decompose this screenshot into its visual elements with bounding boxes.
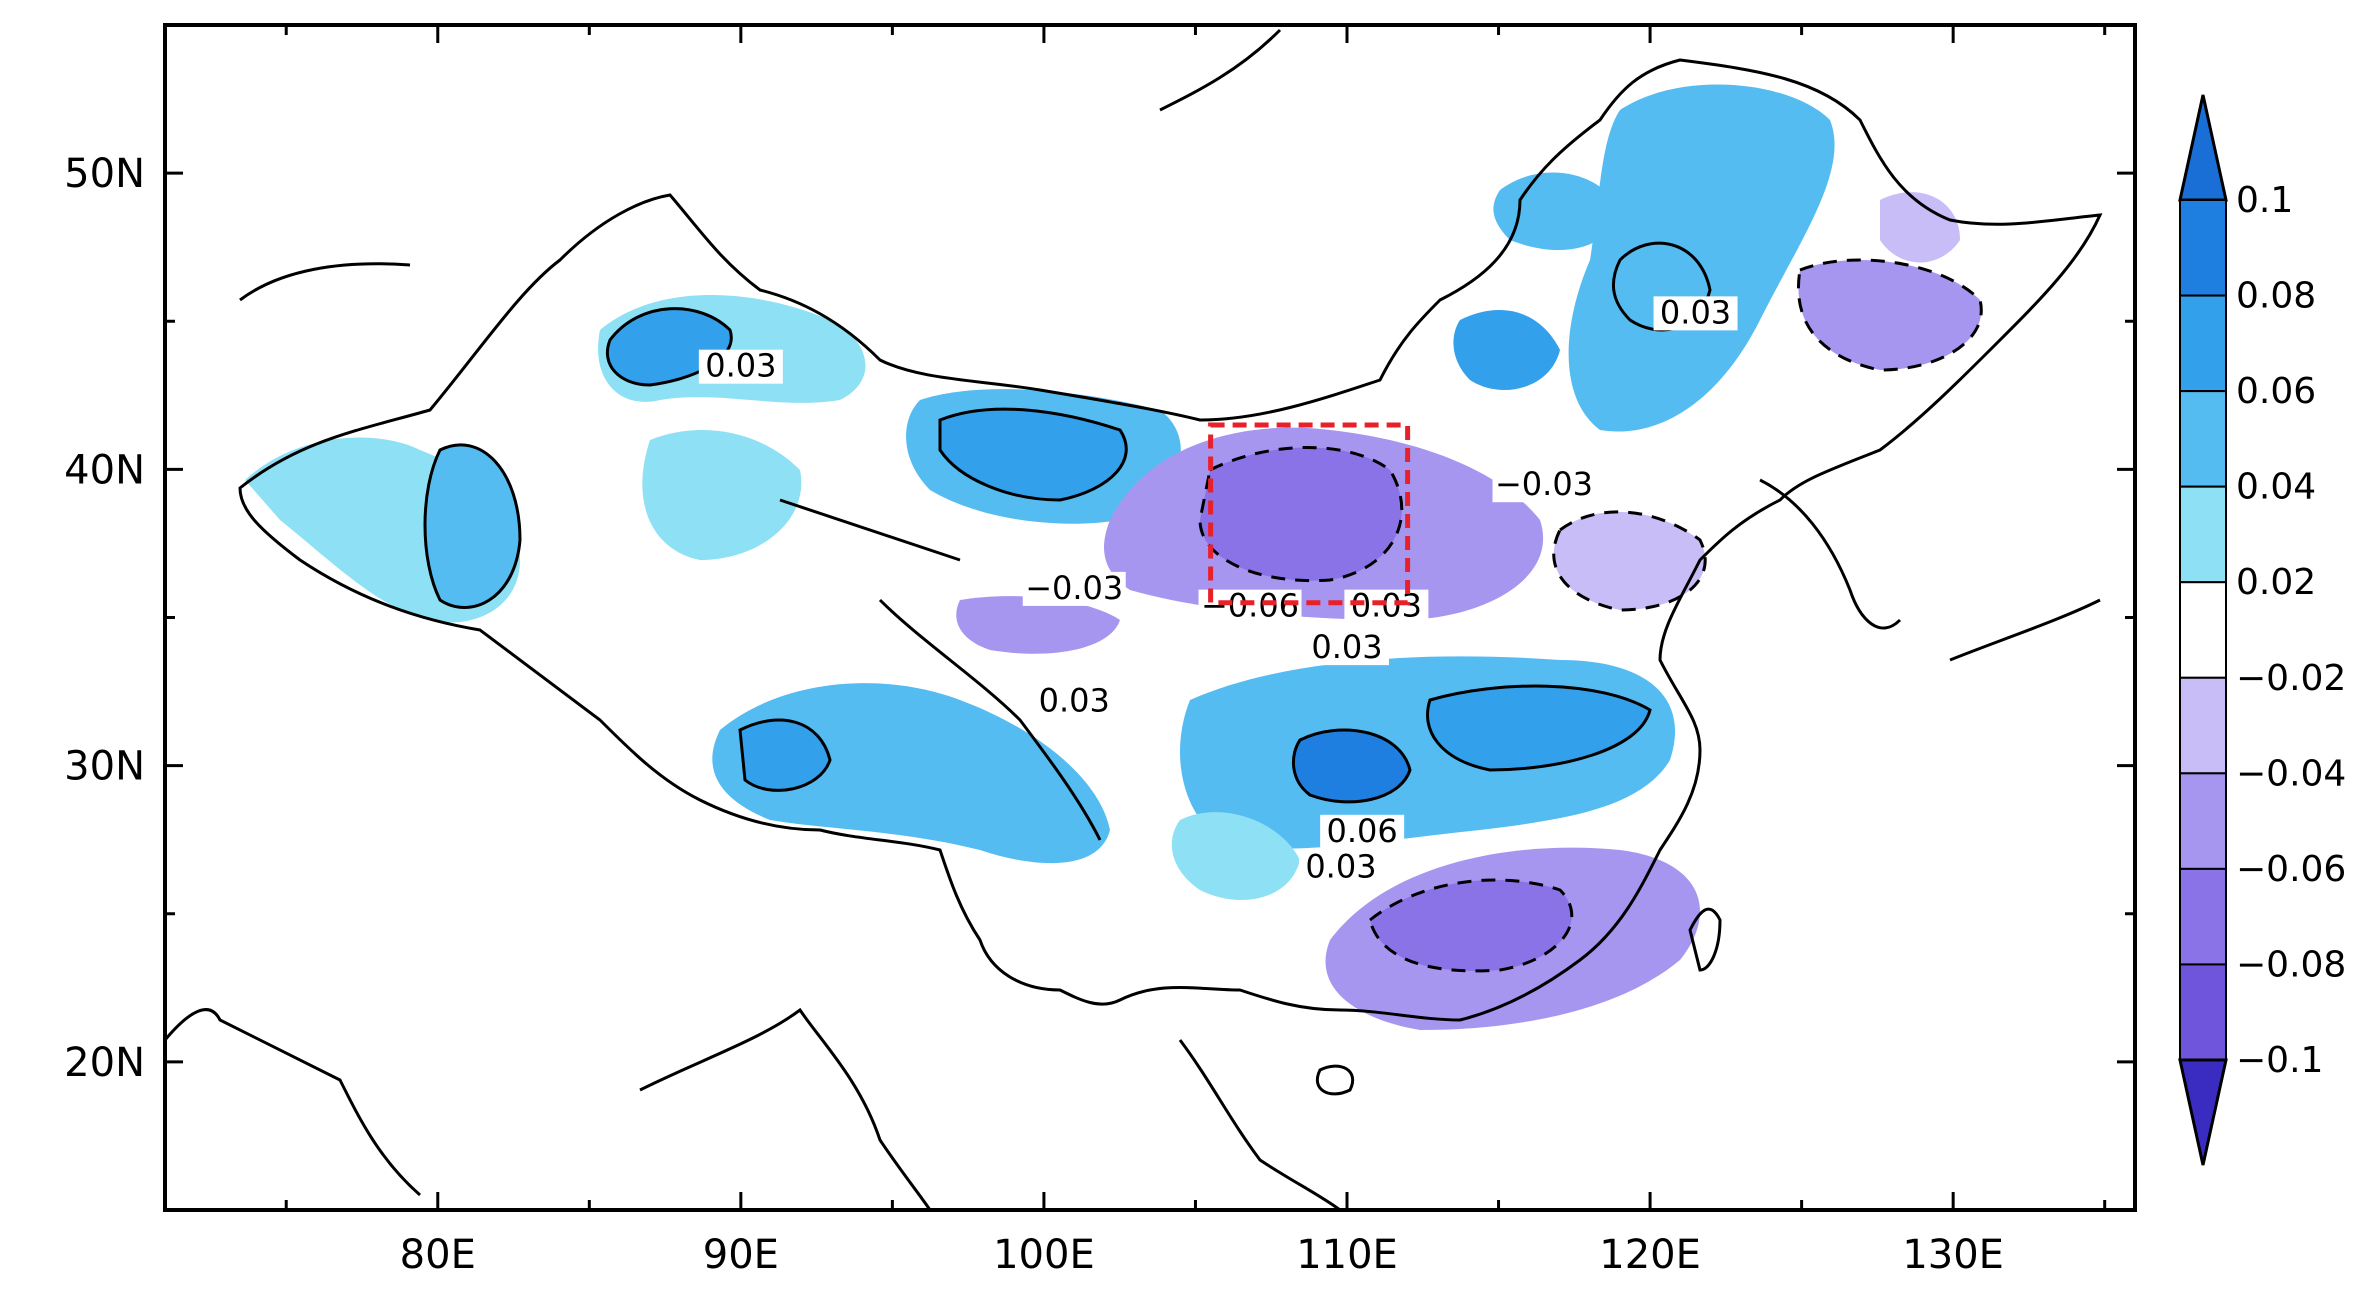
lat-tick-label: 30N — [64, 744, 145, 790]
latitude-labels: 50N 40N 30N 20N — [64, 151, 145, 1086]
negative-contour — [1198, 446, 1404, 583]
colorbar-swatch — [2179, 485, 2227, 584]
contour-label: 0.03 — [1305, 847, 1376, 885]
colorbar-label: −0.02 — [2236, 658, 2346, 699]
positive-contour — [1426, 684, 1652, 772]
negative-anomaly-region — [1798, 260, 1982, 370]
contour-label-background — [1344, 589, 1429, 624]
contour-label-background — [698, 349, 783, 384]
colorbar-label: 0.08 — [2236, 276, 2316, 317]
contour-label-background — [1022, 571, 1126, 606]
positive-contour — [1291, 728, 1412, 804]
study-area-box — [1208, 422, 1411, 606]
positive-anomaly-region — [1171, 812, 1300, 900]
contour-label-background — [1298, 850, 1383, 885]
contour-labels: 0.030.03−0.03−0.03 −0.06 0.030.030.030.060… — [698, 293, 1738, 885]
positive-anomaly-region — [1453, 310, 1560, 390]
anomaly-shading — [245, 84, 1982, 1030]
negative-contour — [1797, 258, 1983, 372]
contour-label: 0.06 — [1327, 812, 1398, 850]
axis-ticks — [165, 23, 2135, 1210]
contour-label-background — [1032, 684, 1117, 719]
positive-contour — [423, 443, 522, 609]
lon-tick-label: 110E — [1296, 1232, 1398, 1278]
neighbor-border — [1178, 1039, 1341, 1210]
contour-label: −0.06 — [1201, 587, 1299, 625]
neighbor-border — [1949, 598, 2101, 662]
colorbar-label: 0.06 — [2236, 371, 2316, 412]
neighbor-border — [639, 1007, 932, 1210]
longitude-labels: 80E 90E 100E 110E 120E 130E — [400, 1232, 2004, 1278]
negative-anomaly-region — [1880, 192, 1960, 263]
internal-border — [779, 498, 961, 562]
contour-label: 0.03 — [1351, 587, 1422, 625]
neighbor-border — [1159, 28, 1282, 112]
contour-label-background — [1198, 589, 1302, 624]
positive-contour — [938, 407, 1128, 502]
contour-label: −0.03 — [1025, 569, 1123, 607]
colorbar-label: −0.04 — [2236, 753, 2346, 794]
positive-anomaly-region — [1293, 730, 1410, 802]
colorbar-label: 0.04 — [2236, 467, 2316, 508]
positive-anomaly-region — [740, 720, 830, 791]
colorbar-label: −0.08 — [2236, 944, 2346, 985]
negative-contour — [1368, 878, 1574, 973]
colorbar-swatch — [2179, 294, 2227, 393]
lon-tick-label: 90E — [703, 1232, 779, 1278]
colorbar-swatch — [2179, 867, 2227, 966]
contour-label: 0.03 — [1039, 681, 1110, 719]
lat-tick-label: 50N — [64, 151, 145, 197]
negative-anomaly-region — [956, 596, 1120, 654]
colorbar-label: −0.1 — [2236, 1040, 2323, 1081]
colorbar: 0.1 0.08 0.06 0.04 0.02 −0.02 −0.04 −0.06 −0.08 −… — [2178, 94, 2346, 1166]
neighbor-border — [239, 262, 411, 302]
colorbar-bottom-arrow — [2178, 1058, 2228, 1166]
neighbor-border — [1759, 478, 1902, 630]
colorbar-swatch — [2179, 676, 2227, 775]
colorbar-label: −0.06 — [2236, 849, 2346, 890]
positive-anomaly-region — [712, 683, 1110, 864]
positive-contour — [738, 718, 832, 792]
contour-label: −0.03 — [1495, 465, 1593, 503]
colorbar-label: 0.02 — [2236, 562, 2316, 603]
contour-label-background — [1492, 468, 1596, 503]
colorbar-swatch — [2179, 772, 2227, 870]
positive-anomaly-region — [940, 409, 1127, 500]
contour-lines — [423, 241, 1712, 804]
lat-tick-label: 40N — [64, 447, 145, 493]
lon-tick-label: 130E — [1902, 1232, 2004, 1278]
positive-anomaly-region — [642, 430, 802, 560]
colorbar-top-arrow — [2178, 94, 2228, 202]
contour-label: 0.03 — [705, 347, 776, 385]
taiwan-outline — [1688, 907, 1722, 972]
country-borders — [165, 28, 2103, 1210]
lon-tick-label: 100E — [993, 1232, 1095, 1278]
colorbar-swatch — [2179, 390, 2227, 488]
negative-contour-lines — [1198, 258, 1983, 973]
positive-anomaly-region — [1568, 84, 1835, 432]
contour-label-background — [1305, 631, 1389, 666]
lon-tick-label: 120E — [1599, 1232, 1701, 1278]
positive-anomaly-region — [425, 444, 520, 608]
colorbar-label: 0.1 — [2236, 180, 2293, 221]
negative-contour — [1552, 510, 1707, 612]
neighbor-border — [165, 1008, 421, 1197]
colorbar-swatch — [2179, 581, 2227, 679]
contour-label-background — [1653, 296, 1738, 331]
negative-anomaly-region — [1370, 880, 1572, 971]
lat-tick-label: 20N — [64, 1040, 145, 1086]
negative-anomaly-region — [1200, 447, 1402, 581]
china-boundary — [238, 58, 2103, 1022]
negative-anomaly-region — [1553, 511, 1706, 610]
colorbar-swatch — [2179, 963, 2227, 1062]
contour-label: 0.03 — [1660, 293, 1731, 331]
positive-anomaly-region — [1427, 686, 1650, 770]
lon-tick-label: 80E — [400, 1232, 476, 1278]
contour-label: 0.03 — [1311, 628, 1382, 666]
contour-label-background — [1320, 814, 1405, 849]
colorbar-swatch — [2179, 199, 2227, 297]
hainan-outline — [1315, 1064, 1355, 1096]
internal-border — [878, 598, 1102, 841]
